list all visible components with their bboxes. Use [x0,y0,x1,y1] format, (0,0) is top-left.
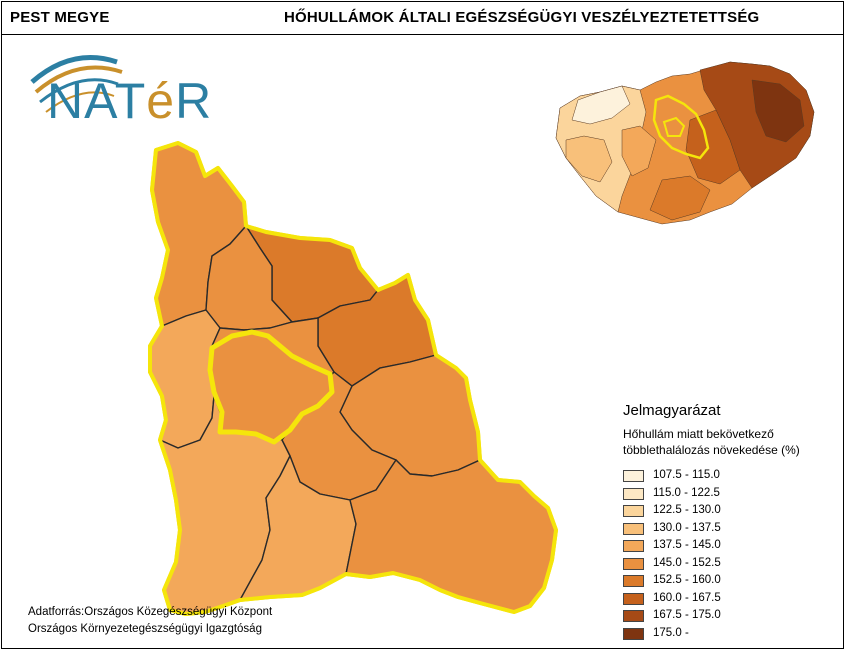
nater-logo [22,42,242,132]
page-title: HŐHULLÁMOK ÁLTALI EGÉSZSÉGÜGYI VESZÉLYEZ… [284,9,760,26]
source-line-2: Országos Környezetegészségügyi Igazgtósá… [28,623,262,635]
logo-text: NATéR [47,72,212,130]
legend-label: 175.0 - [653,626,689,639]
legend-label: 167.5 - 175.0 [653,609,721,621]
legend-label: 137.5 - 145.0 [653,539,721,551]
legend-swatch [623,540,644,552]
legend-swatch [623,487,644,500]
legend-swatch [623,470,644,482]
budapest-outline [207,329,335,445]
legend-subtitle-line1: Hőhullám miatt bekövetkező [623,427,774,441]
logo-text-main: NAT [47,73,147,129]
source-line-1: Adatforrás:Országos Közegészségügyi Közp… [28,606,273,618]
legend-swatch [623,610,644,622]
legend-subtitle-line2: többlethalálozás növekedése (%) [623,443,800,457]
county-name: PEST MEGYE [10,9,110,26]
legend-swatch [623,505,644,517]
legend-label: 152.5 - 160.0 [653,574,721,586]
legend-swatch [623,627,644,640]
legend-label: 107.5 - 115.0 [653,469,720,481]
legend-label: 130.0 - 137.5 [653,521,721,534]
pest-county-map [148,141,558,616]
legend-swatch [623,592,644,605]
legend-label: 145.0 - 152.5 [653,556,721,569]
inset-pest-highlight [652,94,710,160]
legend-label: 160.0 - 167.5 [653,591,721,604]
legend-swatch [623,522,644,535]
legend-label: 122.5 - 130.0 [653,504,721,516]
logo-text-accent: é [146,73,176,129]
legend-label: 115.0 - 122.5 [653,486,720,499]
header-bar: PEST MEGYE HŐHULLÁMOK ÁLTALI EGÉSZSÉGÜGY… [1,1,844,35]
legend-swatch [623,557,644,570]
logo-text-end: R [175,73,213,129]
logo-swoosh-icon [30,55,123,113]
legend-title: Jelmagyarázat [623,402,721,419]
hungary-inset-map [555,61,815,225]
legend-swatch [623,575,644,587]
